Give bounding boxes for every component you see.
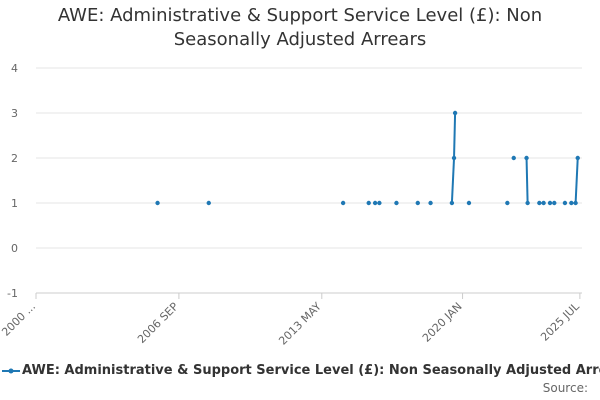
x-tick-label: 2006 SEP [135,300,181,346]
data-point[interactable] [206,200,211,206]
y-tick-label: 4 [11,62,18,75]
y-tick-label: 1 [11,197,18,210]
data-point[interactable] [562,200,568,206]
data-point[interactable] [511,155,516,161]
data-point[interactable] [569,200,574,206]
data-point[interactable] [449,200,455,206]
data-point[interactable] [537,200,542,206]
data-point[interactable] [377,200,382,206]
data-point[interactable] [525,200,530,206]
series-segment [450,157,456,204]
chart-title: AWE: Administrative & Support Service Le… [57,5,543,50]
series-segment [453,112,457,159]
data-point[interactable] [340,200,346,206]
x-tick-label: 2000 ... [0,300,38,339]
data-point[interactable] [451,155,457,161]
legend-swatch-icon [2,368,20,374]
data-point[interactable] [415,200,420,206]
data-point[interactable] [366,200,371,206]
x-tick-label: 2020 JAN [420,300,465,345]
data-point[interactable] [394,200,399,206]
data-point[interactable] [547,200,553,206]
data-point[interactable] [524,155,529,161]
axis-layer: -1 0 1 2 3 4 2000 ... 2006 SEP 2013 MAY 2020 JAN 2… [0,62,583,348]
data-point[interactable] [552,200,557,206]
data-point[interactable] [372,200,378,206]
source-label: Source: [542,381,588,395]
legend[interactable]: AWE: Administrative & Support Service Le… [0,362,600,382]
series-segment [525,157,529,204]
x-tick-label: 2013 MAY [276,300,324,348]
y-tick-label: 2 [11,152,18,165]
data-point[interactable] [428,200,433,206]
data-point[interactable] [573,200,578,206]
grid-layer [36,67,582,294]
data-point[interactable] [541,200,546,206]
data-point[interactable] [466,200,472,206]
x-tick-label: 2025 JUL [538,299,582,343]
series-layer [155,110,580,206]
legend-label: AWE: Administrative & Support Service Le… [22,363,600,378]
data-point[interactable] [575,155,580,161]
data-point[interactable] [155,200,160,206]
data-point[interactable] [452,110,458,116]
y-tick-label: 3 [11,107,18,120]
series-segment [574,157,579,204]
data-point[interactable] [505,200,510,206]
y-tick-label: -1 [7,287,18,300]
y-tick-label: 0 [11,242,18,255]
